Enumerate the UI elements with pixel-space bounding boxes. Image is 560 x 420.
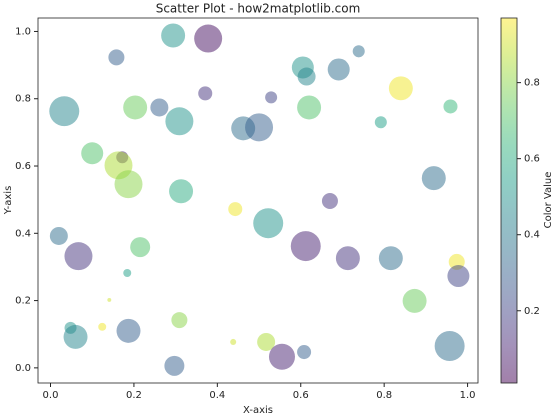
point — [335, 246, 360, 271]
point — [49, 226, 68, 245]
point — [49, 96, 80, 127]
y-tick-label: 0.0 — [15, 363, 31, 374]
point — [253, 208, 284, 239]
point — [374, 116, 387, 129]
colorbar-tick-label: 0.4 — [524, 230, 540, 241]
colorbar — [500, 17, 518, 384]
point — [123, 269, 132, 277]
chart-title: Scatter Plot - how2matplotlib.com — [156, 2, 361, 16]
point — [265, 91, 278, 104]
point — [130, 237, 151, 258]
x-tick-label: 0.0 — [43, 390, 59, 401]
point — [150, 98, 169, 117]
y-tick-label: 0.6 — [15, 161, 31, 172]
y-tick-label: 0.2 — [15, 296, 31, 307]
point — [443, 99, 458, 114]
point — [98, 322, 107, 331]
point — [297, 345, 312, 360]
colorbar-tick-label: 0.6 — [524, 154, 540, 165]
colorbar-tick-label: 0.2 — [524, 306, 540, 317]
point — [257, 332, 276, 351]
point — [81, 142, 104, 165]
colorbar-tick-label: 0.8 — [524, 78, 540, 89]
point — [388, 76, 413, 101]
point — [297, 95, 322, 120]
y-tick-label: 0.4 — [15, 228, 31, 239]
point — [378, 246, 403, 271]
point — [63, 324, 88, 349]
x-tick-label: 0.8 — [376, 390, 392, 401]
y-axis-label: Y-axis — [3, 186, 14, 216]
point — [297, 67, 316, 86]
point — [108, 49, 125, 66]
point — [161, 23, 186, 48]
point — [228, 202, 243, 217]
point — [421, 166, 446, 191]
colorbar-label: Color Value — [543, 172, 554, 229]
point — [107, 297, 112, 302]
x-tick-label: 0.2 — [126, 390, 142, 401]
point — [230, 338, 237, 345]
point — [434, 331, 465, 361]
point — [116, 318, 141, 343]
point — [402, 288, 427, 313]
point — [268, 343, 295, 370]
x-axis-label: X-axis — [243, 405, 273, 416]
point — [194, 24, 223, 53]
point — [164, 355, 185, 376]
point — [114, 170, 143, 199]
point — [123, 95, 148, 120]
x-tick-label: 1.0 — [460, 390, 476, 401]
point — [198, 86, 213, 101]
point — [245, 113, 274, 142]
y-tick-label: 0.8 — [15, 94, 31, 105]
x-tick-label: 0.4 — [209, 390, 225, 401]
y-tick-label: 1.0 — [15, 26, 31, 37]
point — [447, 265, 470, 288]
point — [169, 179, 194, 204]
point — [64, 242, 93, 271]
point — [352, 45, 365, 58]
point — [327, 58, 350, 81]
point — [321, 192, 338, 210]
point — [290, 231, 321, 262]
point — [165, 107, 194, 136]
point — [171, 312, 188, 329]
x-tick-label: 0.6 — [293, 390, 309, 401]
